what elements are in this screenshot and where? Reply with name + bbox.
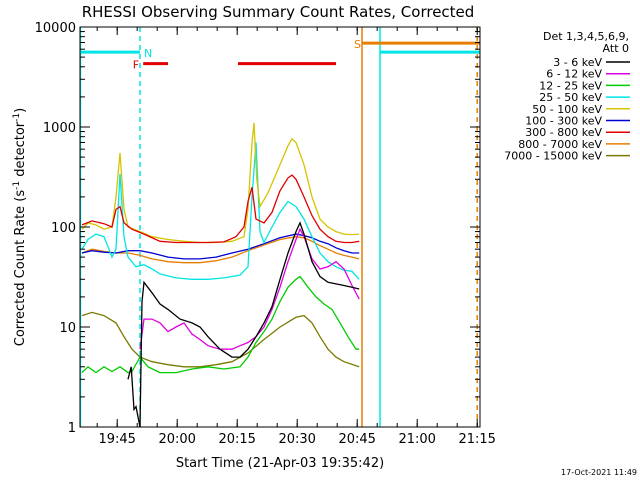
y-tick-label: 1000 [43,121,76,136]
x-axis-label: Start Time (21-Apr-03 19:35:42) [176,456,384,471]
legend-label: 6 - 12 keV [546,68,602,81]
flag-label-night: N [144,47,152,60]
series-line-5 [81,233,360,260]
legend-label: 7000 - 15000 keV [504,150,602,163]
x-tick-label: 20:15 [218,432,255,447]
series-line-0 [127,221,360,428]
legend-header-attenuator: Att 0 [603,42,629,55]
y-axis-label: Corrected Count Rate (s-1 detector-1) [12,108,28,346]
flag-label-flare: F [133,59,139,72]
series-layer [81,122,360,428]
y-tick-label: 100 [51,221,76,236]
series-line-4 [81,122,360,244]
y-axis: 1 10 100 1000 10000 [35,21,480,436]
x-tick-label: 20:45 [338,432,375,447]
legend-label: 12 - 25 keV [539,79,602,92]
y-axis-label-sup2: -1 [12,113,22,122]
legend-label: 25 - 50 keV [539,91,602,104]
x-tick-label: 21:00 [398,432,435,447]
series-line-7 [81,236,360,264]
flag-label-saa: S [354,38,361,51]
chart-title: RHESSI Observing Summary Count Rates, Co… [82,3,475,21]
x-axis: 19:45 20:00 20:15 20:30 20:45 21:00 21:15 [96,27,496,447]
x-tick-label: 20:30 [278,432,315,447]
legend-label: 50 - 100 keV [532,103,602,116]
y-axis-label-mid: detector [13,121,28,181]
y-tick-label: 10 [59,321,76,336]
plot-area: NF S [79,26,481,428]
x-tick-label: 19:45 [98,432,135,447]
y-axis-label-sup1: -1 [12,181,22,190]
y-tick-label: 10000 [35,21,76,36]
x-tick-label: 21:15 [458,432,495,447]
footer-date: 17-Oct-2021 11:49 [561,468,637,477]
y-axis-label-end: ) [13,108,28,113]
legend-header-detectors: Det 1,3,4,5,6,9, [543,30,629,43]
legend-label: 800 - 7000 keV [518,138,602,151]
flags-layer: NF S [79,27,480,427]
series-line-2 [81,275,360,374]
series-line-8 [81,311,360,368]
legend-label: 3 - 6 keV [553,56,602,69]
y-tick-label: 1 [68,421,76,436]
series-line-3 [81,142,360,280]
series-line-6 [81,174,360,244]
x-tick-label: 20:00 [158,432,195,447]
legend-label: 100 - 300 keV [525,115,602,128]
y-axis-label-main: Corrected Count Rate (s [13,190,28,347]
legend-label: 300 - 800 keV [525,126,602,139]
